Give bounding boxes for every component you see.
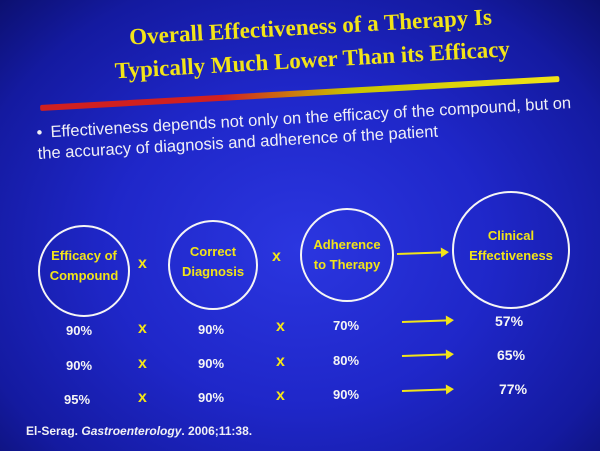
row-3-diagnosis: 90% <box>198 390 225 405</box>
multiply-sign: x <box>276 387 285 404</box>
multiply-sign: x <box>276 318 285 335</box>
row-2-diagnosis: 90% <box>198 356 225 371</box>
row-3-efficacy: 95% <box>64 392 91 407</box>
citation-details: . 2006;11:38. <box>181 424 253 438</box>
multiply-sign: x <box>138 389 147 406</box>
adherence-label: Adherence to Therapy <box>300 235 394 275</box>
citation-authors: El-Serag. <box>26 424 82 438</box>
multiply-sign: x <box>138 355 147 372</box>
row-3-adherence: 90% <box>333 387 360 402</box>
efficacy-label-line-2: Compound <box>49 268 119 283</box>
diagnosis-label-line-1: Correct <box>189 244 237 259</box>
effectiveness-label: Clinical Effectiveness <box>452 226 570 266</box>
effectiveness-circle <box>452 191 570 309</box>
row-1-effectiveness: 57% <box>495 313 524 329</box>
effectiveness-label-line-1: Clinical <box>487 228 535 243</box>
efficacy-circle <box>38 225 130 317</box>
diagnosis-label-line-2: Diagnosis <box>181 264 245 279</box>
efficacy-label: Efficacy of Compound <box>38 246 130 286</box>
row-2-arrow-icon <box>401 353 453 357</box>
diagnosis-label: Correct Diagnosis <box>168 242 258 282</box>
row-1-efficacy: 90% <box>66 323 93 338</box>
row-2-efficacy: 90% <box>66 358 93 373</box>
adherence-label-line-1: Adherence <box>313 237 381 252</box>
adherence-label-line-2: to Therapy <box>313 257 381 272</box>
multiply-sign: x <box>272 248 281 265</box>
effectiveness-label-line-2: Effectiveness <box>469 248 553 263</box>
row-2-effectiveness: 65% <box>497 347 526 363</box>
row-1-diagnosis: 90% <box>198 322 225 337</box>
multiply-sign: x <box>276 353 285 370</box>
row-1-adherence: 70% <box>333 318 360 333</box>
row-3-arrow-icon <box>401 388 453 392</box>
diagnosis-circle <box>168 220 258 310</box>
efficacy-label-line-1: Efficacy of <box>51 248 117 263</box>
bullet-dot-icon: • <box>36 123 43 142</box>
multiply-sign: x <box>138 255 147 272</box>
multiply-sign: x <box>138 320 147 337</box>
citation-journal: Gastroenterology <box>81 424 182 438</box>
row-1-arrow-icon <box>401 319 453 323</box>
row-2-adherence: 80% <box>333 353 360 368</box>
citation: El-Serag. Gastroenterology. 2006;11:38. <box>26 424 252 438</box>
adherence-circle <box>300 208 394 302</box>
header-arrow-icon <box>396 251 448 255</box>
row-3-effectiveness: 77% <box>499 381 528 397</box>
